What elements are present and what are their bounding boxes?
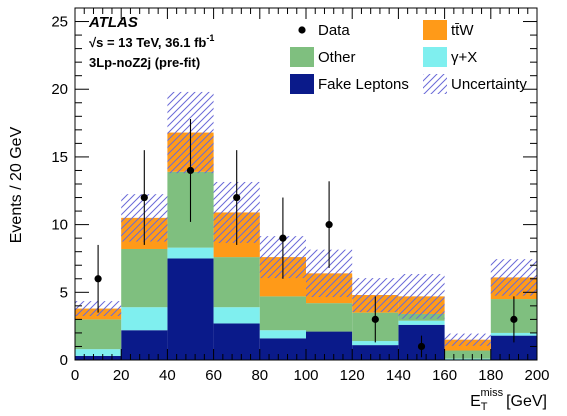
data-point-2 <box>186 166 195 175</box>
legend-swatch-x <box>423 47 447 67</box>
bar-fake-leptons-bin-2 <box>167 258 214 360</box>
axis-ticks: 0 20 40 60 80 100 120 140 160 180 200 0 5 10 15 20 25 <box>51 7 550 384</box>
x-tick-label-8: 160 <box>432 367 457 384</box>
uncertainty-bin-9 <box>490 259 537 296</box>
data-point-4 <box>279 234 287 242</box>
bar-fake-leptons-bin-4 <box>259 338 306 360</box>
x-axis-label: ETmiss [GeV] <box>470 387 547 413</box>
bar-fake-leptons-bin-1 <box>121 330 168 360</box>
x-tick-label-1: 20 <box>113 367 130 384</box>
y-tick-label-0: 0 <box>60 352 68 369</box>
bar-other-bin-8 <box>444 350 491 359</box>
legend-label-uncertainty: Uncertainty <box>451 76 527 93</box>
bar-x-bin-7 <box>398 320 445 325</box>
legend-swatch-other <box>290 47 314 67</box>
bar-other-bin-1 <box>121 248 168 308</box>
x-tick-label-6: 120 <box>340 367 365 384</box>
bar-fake-leptons-bin-3 <box>213 323 260 360</box>
bar-fake-leptons-bin-5 <box>306 331 353 360</box>
bar-x-bin-6 <box>352 341 399 346</box>
bar-x-bin-2 <box>167 247 214 259</box>
data-point-0 <box>94 275 102 283</box>
x-tick-label-5: 100 <box>293 367 318 384</box>
stacked-histogram <box>75 132 537 360</box>
data-points <box>94 119 518 358</box>
data-point-6 <box>371 315 379 323</box>
bar-x-bin-1 <box>121 307 168 331</box>
bar-x-bin-4 <box>259 330 306 339</box>
legend-label-tt-w: tt̄W <box>451 22 474 39</box>
x-tick-label-0: 0 <box>71 367 79 384</box>
uncertainty-bin-8 <box>444 333 491 346</box>
y-tick-label-4: 20 <box>51 81 68 98</box>
atlas-label: ATLAS <box>88 14 138 31</box>
uncertainty-bin-7 <box>398 274 445 319</box>
data-point-5 <box>325 221 333 229</box>
bar-other-bin-0 <box>75 319 122 350</box>
y-axis-label: Events / 20 GeV <box>8 126 25 243</box>
bar-fake-leptons-bin-6 <box>352 345 399 360</box>
x-tick-label-10: 200 <box>524 367 549 384</box>
legend-label-data: Data <box>318 22 350 39</box>
legend: Data tt̄W Other γ+X Fake Leptons Uncertainty <box>290 20 527 94</box>
legend-swatch-uncertainty <box>423 74 447 94</box>
legend-swatch-tt-w <box>423 20 447 40</box>
y-tick-label-2: 10 <box>51 217 68 234</box>
bar-other-bin-3 <box>213 257 260 308</box>
y-tick-label-5: 25 <box>51 14 68 31</box>
x-tick-label-9: 180 <box>478 367 503 384</box>
x-tick-label-7: 140 <box>386 367 411 384</box>
y-tick-label-3: 15 <box>51 149 68 166</box>
atlas-label-block: ATLAS √s = 13 TeV, 36.1 fb-1 3Lp-noZ2j (… <box>88 14 214 70</box>
data-point-9 <box>510 315 518 323</box>
energy-lumi-label: √s = 13 TeV, 36.1 fb-1 <box>89 33 214 50</box>
legend-swatch-fake-leptons <box>290 74 314 94</box>
data-point-7 <box>417 342 426 351</box>
bar-x-bin-3 <box>213 307 260 324</box>
x-tick-label-4: 80 <box>251 367 268 384</box>
data-point-3 <box>233 193 241 202</box>
data-point-1 <box>140 193 148 202</box>
bar-other-bin-5 <box>306 303 353 332</box>
x-tick-label-3: 60 <box>205 367 222 384</box>
legend-label-other: Other <box>318 49 356 66</box>
legend-marker-data <box>298 26 306 34</box>
legend-label-fake-leptons: Fake Leptons <box>318 76 409 93</box>
x-tick-label-2: 40 <box>159 367 176 384</box>
bar-other-bin-4 <box>259 296 306 331</box>
region-label: 3Lp-noZ2j (pre-fit) <box>89 55 200 70</box>
bar-fake-leptons-bin-0 <box>75 355 122 360</box>
bar-x-bin-8 <box>444 358 491 360</box>
legend-label-x: γ+X <box>451 49 477 66</box>
y-tick-label-1: 5 <box>60 284 68 301</box>
bar-x-bin-0 <box>75 349 122 356</box>
